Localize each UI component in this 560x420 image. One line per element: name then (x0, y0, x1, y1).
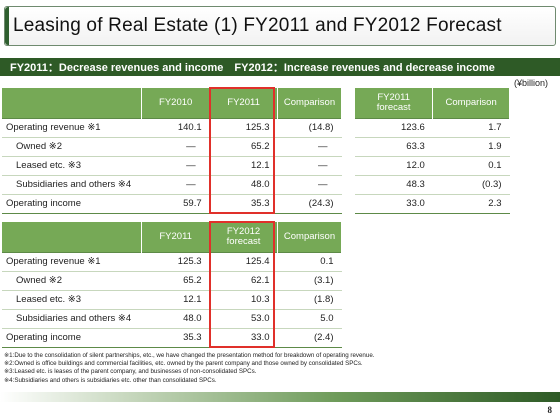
page-number: 8 (547, 405, 553, 415)
table-cell: 140.1 (141, 117, 210, 138)
table-cell: 35.3 (141, 327, 210, 348)
table-cell: 48.3 (355, 175, 433, 195)
table-cell: 1.7 (432, 117, 510, 138)
footnotes: ※1:Due to the consolidation of silent pa… (4, 352, 374, 385)
table-header (2, 88, 143, 118)
row-label: Subsidiaries and others ※4 (2, 175, 142, 195)
table-cell: (24.3) (277, 193, 342, 214)
footnote: ※2:Owned is office buildings and commerc… (4, 360, 363, 368)
table-header: Comparison (277, 222, 342, 252)
table-cell: 125.4 (209, 251, 278, 272)
table-cell: 123.6 (355, 117, 433, 138)
table-cell: 48.0 (209, 175, 278, 195)
row-label: Operating income (2, 193, 142, 214)
table-row: 63.3 1.9 (355, 137, 510, 157)
table-cell: 59.7 (141, 193, 210, 214)
table-cell: 0.1 (277, 251, 342, 272)
table-row: 48.3 (0.3) (355, 175, 510, 195)
table-cell: (0.3) (432, 175, 510, 195)
table-header: Comparison (277, 88, 342, 118)
row-label: Owned ※2 (2, 137, 142, 157)
table-cell: — (277, 156, 342, 176)
table-cell: — (277, 175, 342, 195)
table-row: Leased etc. ※3 — 12.1 — (2, 156, 342, 176)
table-row: Owned ※2 65.2 62.1 (3.1) (2, 271, 342, 291)
table-cell: — (277, 137, 342, 157)
table-cell: 62.1 (209, 271, 278, 291)
table-row: 12.0 0.1 (355, 156, 510, 176)
table-cell: — (141, 156, 210, 176)
table-header: Comparison (432, 88, 510, 118)
row-label: Operating revenue ※1 (2, 117, 142, 138)
table-header-row: FY2010 FY2011 Comparison (2, 88, 342, 118)
table-cell: (14.8) (277, 117, 342, 138)
table-cell: 65.2 (141, 271, 210, 291)
row-label: Subsidiaries and others ※4 (2, 309, 142, 329)
table-row: Subsidiaries and others ※4 48.0 53.0 5.0 (2, 309, 342, 329)
footnote: ※4:Subsidiaries and others is subsidiari… (4, 376, 217, 384)
table-row: Operating revenue ※1 125.3 125.4 0.1 (2, 251, 342, 272)
table-cell: 48.0 (141, 309, 210, 329)
unit-label: (¥billion) (513, 78, 548, 88)
table-cell: 12.0 (355, 156, 433, 176)
table-cell: 33.0 (355, 193, 433, 214)
table-row: Leased etc. ※3 12.1 10.3 (1.8) (2, 290, 342, 310)
footer-gradient-bar (0, 392, 560, 402)
row-label: Leased etc. ※3 (2, 290, 142, 310)
table-cell: (3.1) (277, 271, 342, 291)
table-row: 33.0 2.3 (355, 193, 510, 214)
table-header: FY2011 (209, 88, 279, 118)
table-header: FY2011 forecast (355, 88, 434, 118)
table-row: Owned ※2 — 65.2 — (2, 137, 342, 157)
table-cell: 1.9 (432, 137, 510, 157)
row-label: Operating income (2, 327, 142, 348)
table-cell: 53.0 (209, 309, 278, 329)
title-bar: Leasing of Real Estate (1) FY2011 and FY… (4, 6, 556, 46)
subtitle-bar: FY2011：Decrease revenues and income FY20… (0, 58, 560, 76)
table-row: 123.6 1.7 (355, 117, 510, 138)
table-cell: 125.3 (209, 117, 278, 138)
table-cell: 10.3 (209, 290, 278, 310)
table-header: FY2012 forecast (209, 222, 279, 252)
subtitle-text: FY2011：Decrease revenues and income FY20… (10, 62, 495, 74)
table-cell: 0.1 (432, 156, 510, 176)
table-cell: — (141, 137, 210, 157)
page-title: Leasing of Real Estate (1) FY2011 and FY… (13, 15, 502, 36)
table-cell: — (141, 175, 210, 195)
footnote: ※1:Due to the consolidation of silent pa… (4, 352, 375, 359)
table-row: Subsidiaries and others ※4 — 48.0 — (2, 175, 342, 195)
fy2011-fy2012-table: FY2011 FY2012 forecast Comparison Operat… (2, 222, 342, 348)
table-cell: 35.3 (209, 193, 278, 214)
fy2010-fy2011-table: FY2010 FY2011 Comparison Operating reven… (2, 88, 342, 214)
fy2011-forecast-table: FY2011 forecast Comparison 123.6 1.7 63.… (355, 88, 510, 214)
table-cell: (1.8) (277, 290, 342, 310)
table-row: Operating income 59.7 35.3 (24.3) (2, 193, 342, 214)
table-cell: (2.4) (277, 327, 342, 348)
table-row: Operating income 35.3 33.0 (2.4) (2, 327, 342, 348)
table-row: Operating revenue ※1 140.1 125.3 (14.8) (2, 117, 342, 138)
table-cell: 65.2 (209, 137, 278, 157)
table-cell: 63.3 (355, 137, 433, 157)
row-label: Operating revenue ※1 (2, 251, 142, 272)
table-cell: 12.1 (141, 290, 210, 310)
table-cell: 5.0 (277, 309, 342, 329)
row-label: Owned ※2 (2, 271, 142, 291)
table-header: FY2010 (141, 88, 211, 118)
table-header-row: FY2011 FY2012 forecast Comparison (2, 222, 342, 252)
title-accent (5, 7, 9, 45)
table-header (2, 222, 143, 252)
table-cell: 2.3 (432, 193, 510, 214)
table-header: FY2011 (141, 222, 211, 252)
footnote: ※3:Leased etc. is leases of the parent c… (4, 368, 257, 376)
table-cell: 33.0 (209, 327, 278, 348)
table-header-row: FY2011 forecast Comparison (355, 88, 510, 118)
table-cell: 12.1 (209, 156, 278, 176)
row-label: Leased etc. ※3 (2, 156, 142, 176)
table-cell: 125.3 (141, 251, 210, 272)
